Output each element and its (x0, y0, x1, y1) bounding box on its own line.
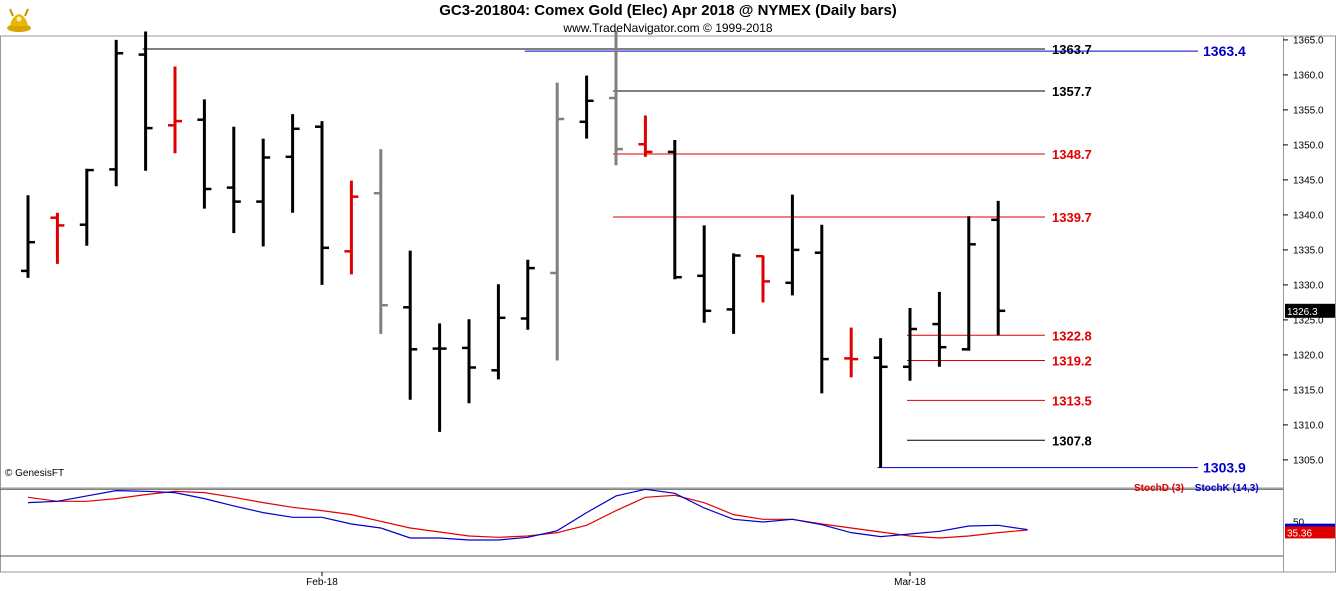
stochk-legend: StochK (14,3) (1194, 483, 1259, 494)
stoch-series-line (27, 490, 1028, 539)
price-tick-label: 1350.0 (1293, 140, 1324, 151)
level-label: 1363.7 (1052, 42, 1092, 57)
level-label: 1307.8 (1052, 433, 1092, 448)
level-label: 1363.4 (1203, 43, 1246, 59)
indicator-panel-frame (0, 487, 1284, 573)
indicator-legend: StochD (3) StochK (14,3) (1134, 483, 1259, 494)
copyright-label: © GenesisFT (5, 468, 65, 479)
level-label: 1348.7 (1052, 147, 1092, 162)
level-label: 1319.2 (1052, 354, 1092, 369)
price-tick-label: 1330.0 (1293, 280, 1324, 291)
price-tick-label: 1355.0 (1293, 105, 1324, 116)
level-label: 1339.7 (1052, 210, 1092, 225)
level-label: 1303.9 (1203, 460, 1246, 476)
price-tick-label: 1360.0 (1293, 70, 1324, 81)
level-label: 1357.7 (1052, 84, 1092, 99)
stochd-legend: StochD (3) (1134, 483, 1184, 494)
bull-logo-icon (4, 4, 34, 34)
price-tick-label: 1325.0 (1293, 315, 1324, 326)
stochd-last-tag (1285, 526, 1335, 539)
stoch-tick-label: 50 (1293, 518, 1305, 529)
price-tick-label: 1315.0 (1293, 385, 1324, 396)
price-tick-label: 1365.0 (1293, 35, 1324, 46)
price-tick-label: 1345.0 (1293, 175, 1324, 186)
chart-title: GC3-201804: Comex Gold (Elec) Apr 2018 @… (439, 2, 897, 19)
level-label: 1313.5 (1052, 393, 1092, 408)
price-tick-label: 1305.0 (1293, 455, 1324, 466)
price-tick-label: 1335.0 (1293, 245, 1324, 256)
price-panel-frame (0, 35, 1284, 489)
last-price-tag (1285, 303, 1335, 318)
stoch-series-line (27, 488, 1028, 541)
level-label: 1322.8 (1052, 328, 1092, 343)
x-tick-label: Feb-18 (306, 577, 338, 588)
x-tick-label: Mar-18 (894, 577, 926, 588)
price-tick-label: 1310.0 (1293, 420, 1324, 431)
last-price-label: 1326.3 (1287, 307, 1318, 318)
stochd-last-label: 35.36 (1287, 528, 1312, 539)
price-tick-label: 1320.0 (1293, 350, 1324, 361)
chart-subtitle: www.TradeNavigator.com © 1999-2018 (563, 21, 773, 35)
price-tick-label: 1340.0 (1293, 210, 1324, 221)
